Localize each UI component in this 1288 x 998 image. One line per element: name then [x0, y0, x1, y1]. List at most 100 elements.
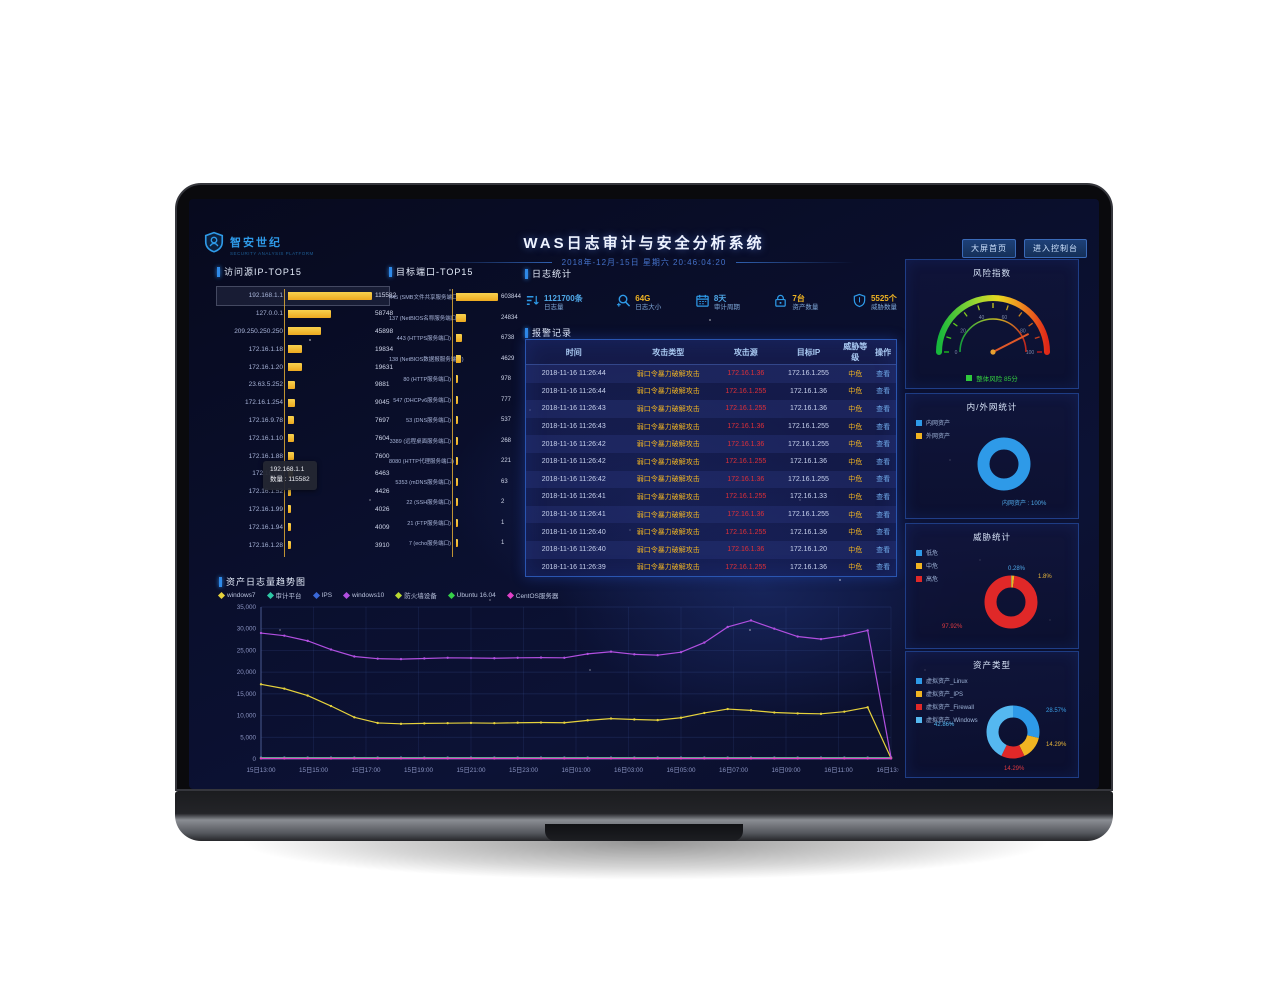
table-row: 2018-11-16 11:26:40 弱口令暴力破解攻击 172.16.1.255… — [526, 523, 896, 541]
view-detail-link[interactable]: 查看 — [876, 388, 891, 396]
legend-marker — [266, 591, 274, 599]
panel-title: 风险指数 — [972, 268, 1011, 278]
legend-item[interactable]: 内网资产 — [916, 418, 950, 427]
bar — [456, 313, 498, 322]
bar-row: 137 (NetBIOS名称服务端口) 24834 — [389, 308, 521, 329]
legend-item[interactable]: 中危 — [916, 561, 938, 570]
view-detail-link[interactable]: 查看 — [876, 458, 891, 466]
legend-item[interactable]: windows10 — [342, 591, 384, 599]
legend-label: 中危 — [926, 564, 939, 570]
chart-tooltip: 192.168.1.1 数量 : 115582 — [263, 461, 317, 490]
table-body: 2018-11-16 11:26:44 弱口令暴力破解攻击 172.16.1.36 1… — [526, 365, 896, 576]
legend-item[interactable]: windows7 — [217, 591, 256, 599]
table-cell: 中危 — [848, 529, 863, 537]
bar-label: 23.63.5.252 — [248, 381, 283, 389]
table-cell: 172.16.1.36 — [789, 387, 827, 395]
stat-label: 威胁数量 — [870, 303, 897, 311]
view-detail-link[interactable]: 查看 — [876, 423, 891, 431]
legend-item[interactable]: 外网资产 — [916, 431, 950, 440]
home-button[interactable]: 大屏首页 — [962, 239, 1016, 258]
svg-text:15日19:00: 15日19:00 — [404, 766, 434, 774]
table-row: 2018-11-16 11:26:43 弱口令暴力破解攻击 172.16.1.255… — [526, 400, 896, 418]
table-cell: 弱口令暴力破解攻击 — [636, 529, 700, 537]
bar-label: 172.16.1.52 — [248, 488, 283, 496]
legend-item[interactable]: 虚拟资产_Windows — [916, 715, 978, 724]
bar-label: 7 (echo服务端口) — [408, 541, 451, 548]
legend-label: 虚拟资产_Linux — [926, 679, 968, 685]
legend-item[interactable]: 低危 — [916, 548, 938, 557]
table-cell: 172.16.1.255 — [788, 370, 829, 378]
bar-row: 7 (echo服务端口) 1 — [389, 533, 521, 554]
view-detail-link[interactable]: 查看 — [876, 564, 891, 572]
stat-value: 64G — [635, 293, 651, 303]
view-detail-link[interactable]: 查看 — [876, 370, 891, 378]
legend-item[interactable]: 防火墙设备 — [395, 590, 437, 600]
svg-text:100: 100 — [1026, 350, 1035, 356]
calendar-icon — [695, 293, 710, 313]
section-title: 访问源IP-TOP15 — [224, 267, 302, 277]
donut-callout: 14.29% — [1004, 766, 1025, 772]
bar-label: 138 (NetBIOS数据报服务端口) — [389, 356, 464, 363]
bar-label: 53 (DNS服务端口) — [406, 418, 451, 425]
legend-item[interactable]: 高危 — [916, 574, 938, 583]
source-ip-top15-chart: 访问源IP-TOP15 192.168.1.1 115582 127.0.0.1 58… — [217, 265, 396, 557]
svg-text:10,000: 10,000 — [237, 713, 257, 720]
bar-value: 4426 — [375, 488, 390, 496]
table-cell: 中危 — [848, 476, 863, 484]
view-detail-link[interactable]: 查看 — [876, 476, 891, 484]
legend-label: 低危 — [926, 551, 939, 557]
stat-text: 8天 审计周期 — [714, 294, 740, 312]
view-detail-link[interactable]: 查看 — [876, 441, 891, 449]
legend-item[interactable]: 审计平台 — [266, 590, 302, 600]
legend-item[interactable]: CentOS服务器 — [506, 590, 558, 600]
legend-item[interactable]: 虚拟资产_Firewall — [916, 702, 978, 711]
bar-row: 547 (DHCPv6服务端口) 777 — [389, 390, 521, 411]
bar-value: 63 — [501, 478, 508, 485]
legend-swatch — [916, 562, 922, 569]
table-row: 2018-11-16 11:26:42 弱口令暴力破解攻击 172.16.1.36 1… — [526, 435, 896, 453]
bar — [288, 345, 372, 354]
table-row: 2018-11-16 11:26:42 弱口令暴力破解攻击 172.16.1.255… — [526, 453, 896, 471]
bar — [456, 354, 498, 363]
page-title: WAS日志审计与安全分析系统 — [523, 235, 765, 252]
bar-row: 172.16.1.52 4426 — [217, 483, 389, 501]
view-detail-link[interactable]: 查看 — [876, 546, 891, 554]
bar-row: 172.16.1.18 19834 — [217, 340, 393, 358]
bar-value: 6738 — [501, 335, 515, 342]
legend-item[interactable]: 虚拟资产_IPS — [916, 689, 978, 698]
section-title: 日志统计 — [532, 269, 573, 279]
bar-label: 172.16.1.88 — [248, 452, 283, 460]
target-port-top15-chart: 目标端口-TOP15 445 (SMB文件共享服务端口) 603844 137 (N… — [389, 265, 521, 557]
bar-label: 192.168.1.1 — [248, 292, 283, 300]
svg-text:16日01:00: 16日01:00 — [561, 766, 591, 774]
legend-label: windows7 — [227, 591, 256, 599]
legend-item[interactable]: 虚拟资产_Linux — [916, 676, 978, 685]
bar-value: 1 — [501, 540, 505, 547]
bar-value: 777 — [501, 396, 512, 403]
view-detail-link[interactable]: 查看 — [876, 511, 891, 519]
bar-value: 19834 — [375, 345, 394, 353]
legend-label: 虚拟资产_IPS — [926, 692, 964, 698]
table-cell: 中危 — [848, 370, 863, 378]
view-detail-link[interactable]: 查看 — [876, 493, 891, 501]
console-button[interactable]: 进入控制台 — [1024, 239, 1087, 258]
bar-label: 8080 (HTTP代理服务端口) — [389, 459, 454, 466]
stat-text: 5525个 威胁数量 — [871, 294, 897, 312]
table-cell: 弱口令暴力破解攻击 — [636, 405, 700, 413]
svg-text:0: 0 — [252, 756, 256, 763]
legend-item[interactable]: Ubuntu 16.04 — [447, 591, 496, 599]
column-header: 操作 — [875, 347, 892, 357]
legend-swatch — [916, 549, 922, 556]
table-cell: 弱口令暴力破解攻击 — [636, 423, 700, 431]
view-detail-link[interactable]: 查看 — [876, 405, 891, 413]
risk-gauge: 0 20 40 60 80 100 — [936, 295, 1050, 356]
legend-item[interactable]: IPS — [312, 591, 332, 599]
stat-value: 1121700条 — [544, 293, 583, 303]
bar-label: 172.16.1.99 — [248, 505, 283, 513]
table-cell: 172.16.1.255 — [788, 511, 829, 519]
view-detail-link[interactable]: 查看 — [876, 529, 891, 537]
svg-text:16日11:00: 16日11:00 — [824, 766, 853, 774]
header-bar-icon — [525, 268, 528, 279]
tooltip-count: 数量 : 115582 — [270, 476, 310, 484]
